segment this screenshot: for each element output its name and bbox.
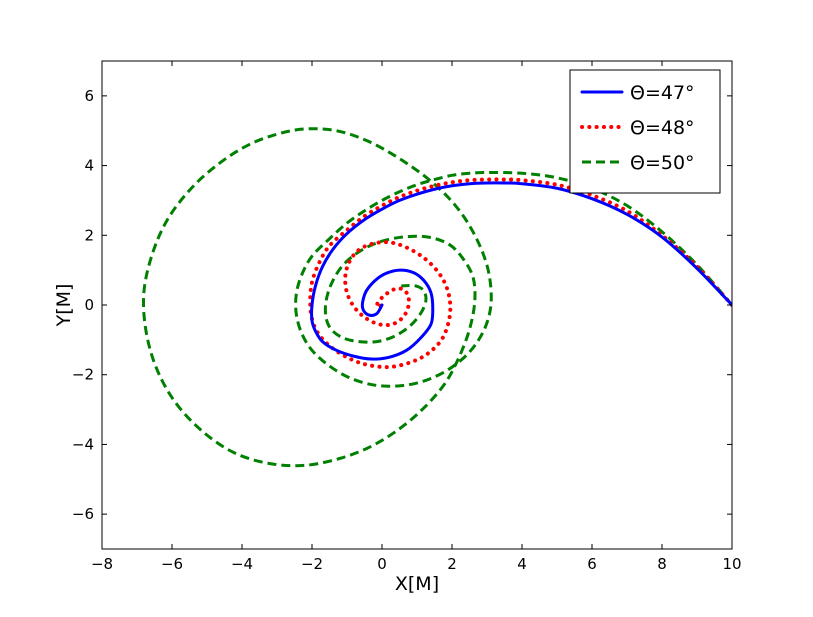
series-line-1 — [310, 181, 732, 361]
x-tick-label: 0 — [377, 555, 387, 573]
legend: Θ=47° Θ=48° Θ=50° — [569, 69, 721, 194]
legend-label-1: Θ=47° — [630, 82, 695, 104]
x-tick-label: 4 — [517, 555, 527, 573]
x-tick-label: 6 — [587, 555, 597, 573]
x-tick-label: −2 — [301, 555, 323, 573]
x-tick-label: 8 — [657, 555, 667, 573]
x-tick-label: 2 — [447, 555, 457, 573]
series-line-2 — [308, 177, 732, 370]
y-tick-label: 4 — [84, 157, 94, 175]
y-tick-label: −2 — [72, 366, 94, 384]
y-tick-label: −6 — [72, 505, 94, 523]
x-axis-label: X[M] — [395, 573, 439, 595]
y-axis-label: Y[M] — [53, 284, 75, 328]
y-tick-label: 2 — [84, 226, 94, 244]
legend-label-2: Θ=48° — [630, 117, 695, 139]
legend-label-3: Θ=50° — [630, 152, 695, 174]
x-tick-label: −8 — [91, 555, 113, 573]
series-line-3 — [141, 127, 732, 468]
x-tick-label: 10 — [722, 555, 741, 573]
x-tick-label: −4 — [231, 555, 253, 573]
y-tick-label: 0 — [84, 296, 94, 314]
x-tick-label: −6 — [161, 555, 183, 573]
ticks-group: −8 −6 −4 −2 0 2 4 6 8 10 −6 −4 −2 0 2 4 6 — [72, 61, 742, 573]
y-tick-label: −4 — [72, 435, 94, 453]
y-tick-label: 6 — [84, 87, 94, 105]
